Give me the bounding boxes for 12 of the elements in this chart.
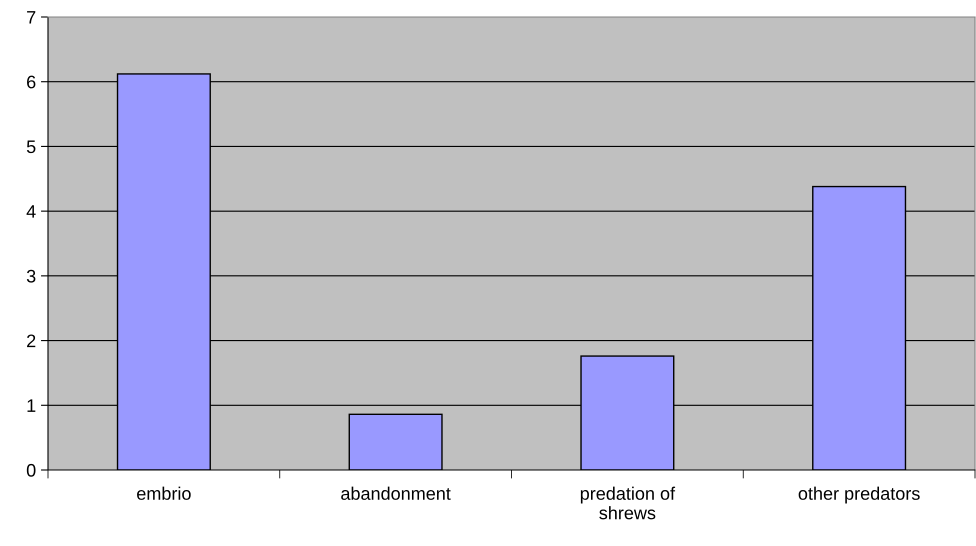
y-tick-label: 7 — [27, 11, 36, 24]
y-tick-label: 2 — [27, 334, 36, 348]
x-tick-label: other predators — [798, 486, 920, 504]
x-tick-label: predation of shrews — [580, 486, 676, 520]
y-tick-label: 5 — [26, 140, 36, 154]
x-tick-label: embrio — [137, 486, 191, 500]
y-tick-label: 4 — [26, 205, 36, 218]
y-tick-label: 0 — [26, 464, 36, 477]
y-tick-label: 3 — [26, 270, 36, 283]
y-tick-label: 1 — [28, 399, 36, 412]
y-tick-label: 6 — [27, 76, 36, 88]
x-tick-label: abandonment — [341, 486, 451, 500]
